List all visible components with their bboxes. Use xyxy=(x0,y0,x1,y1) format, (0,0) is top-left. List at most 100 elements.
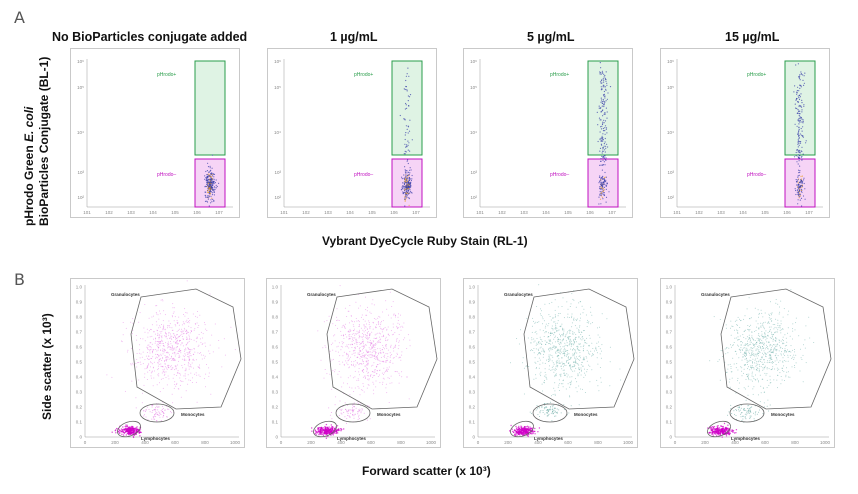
event-dot xyxy=(750,347,752,349)
event-dot xyxy=(785,360,787,362)
event-dot xyxy=(186,322,188,323)
event-dot xyxy=(746,349,748,351)
event-dot xyxy=(775,331,777,333)
plot-a-svg: 101 102 103 104 105 106 10710⁶10⁵10⁴10³10²pHro… xyxy=(77,59,233,215)
event-dot xyxy=(572,355,574,357)
event-dot xyxy=(366,328,368,330)
event-dot xyxy=(392,362,394,364)
event-dot xyxy=(772,324,774,325)
event-dot xyxy=(783,353,785,355)
event-dot xyxy=(764,335,766,337)
event-dot xyxy=(403,182,405,185)
event-dot xyxy=(776,345,778,347)
event-dot xyxy=(602,109,604,111)
event-dot xyxy=(166,416,168,418)
event-dot xyxy=(789,355,791,357)
event-dot xyxy=(537,414,539,416)
event-dot xyxy=(352,414,354,416)
event-dot xyxy=(560,376,562,378)
event-dot xyxy=(174,359,175,360)
event-dot xyxy=(797,163,799,165)
x-tick-label: 600 xyxy=(367,440,375,445)
event-dot xyxy=(381,336,383,338)
gate-name-granulocytes: Granulocytes xyxy=(307,292,336,297)
event-dot xyxy=(370,326,372,328)
event-dot xyxy=(397,316,399,318)
event-dot xyxy=(392,347,394,349)
event-dot xyxy=(407,183,409,185)
event-dot xyxy=(771,361,773,363)
event-dot xyxy=(551,301,553,303)
event-dot xyxy=(341,341,343,343)
event-dot xyxy=(575,360,576,362)
event-dot xyxy=(358,416,359,418)
event-dot xyxy=(193,348,195,350)
event-dot xyxy=(336,316,338,318)
event-dot xyxy=(558,362,560,364)
event-dot xyxy=(538,352,540,354)
event-dot xyxy=(151,371,153,373)
event-dot xyxy=(547,359,549,360)
event-dot xyxy=(209,173,211,176)
event-dot xyxy=(604,137,606,140)
event-dot xyxy=(346,410,348,412)
event-dot xyxy=(386,392,388,394)
event-dot xyxy=(373,304,375,306)
event-dot xyxy=(797,193,799,195)
event-dot xyxy=(529,426,531,428)
event-dot xyxy=(800,127,802,130)
event-dot xyxy=(369,328,371,330)
event-dot xyxy=(398,334,400,335)
event-dot xyxy=(367,372,369,374)
event-dot xyxy=(518,343,520,345)
event-dot xyxy=(158,347,160,349)
event-dot xyxy=(554,347,556,349)
event-dot xyxy=(748,405,750,407)
event-dot xyxy=(801,130,803,132)
event-dot xyxy=(570,303,572,305)
event-dot xyxy=(556,330,558,332)
event-dot xyxy=(353,391,355,392)
event-dot xyxy=(748,329,750,331)
event-dot xyxy=(586,337,588,339)
event-dot xyxy=(364,377,366,379)
event-dot xyxy=(780,320,782,322)
event-dot xyxy=(382,351,384,353)
event-dot xyxy=(547,415,549,417)
event-dot xyxy=(350,315,352,317)
event-dot xyxy=(568,338,570,340)
event-dot xyxy=(362,355,364,357)
event-dot xyxy=(151,406,153,408)
event-dot xyxy=(754,340,756,341)
event-dot xyxy=(801,109,803,111)
event-dot xyxy=(360,363,362,365)
event-dot xyxy=(563,345,565,347)
event-dot xyxy=(387,370,388,372)
event-dot xyxy=(560,341,562,343)
event-dot xyxy=(748,373,750,375)
gate-label-positive: pHrodo+ xyxy=(550,72,569,78)
event-dot xyxy=(339,285,341,287)
event-dot xyxy=(795,354,797,356)
event-dot xyxy=(740,341,741,343)
event-dot xyxy=(579,359,581,361)
event-dot xyxy=(337,428,339,431)
event-dot xyxy=(358,348,360,349)
event-dot xyxy=(770,357,772,359)
event-dot xyxy=(746,336,748,338)
event-dot xyxy=(363,391,365,393)
event-dot xyxy=(556,412,558,414)
event-dot xyxy=(407,159,409,161)
event-dot xyxy=(147,357,148,359)
event-dot xyxy=(536,342,538,344)
y-tick-label: 0.7 xyxy=(469,330,476,335)
event-dot xyxy=(599,194,601,196)
event-dot xyxy=(154,418,156,420)
event-dot xyxy=(542,410,544,412)
event-dot xyxy=(382,311,384,313)
event-dot xyxy=(185,367,187,369)
event-dot xyxy=(364,320,366,322)
event-dot xyxy=(785,337,787,339)
event-dot xyxy=(383,360,385,362)
event-dot xyxy=(152,363,154,365)
